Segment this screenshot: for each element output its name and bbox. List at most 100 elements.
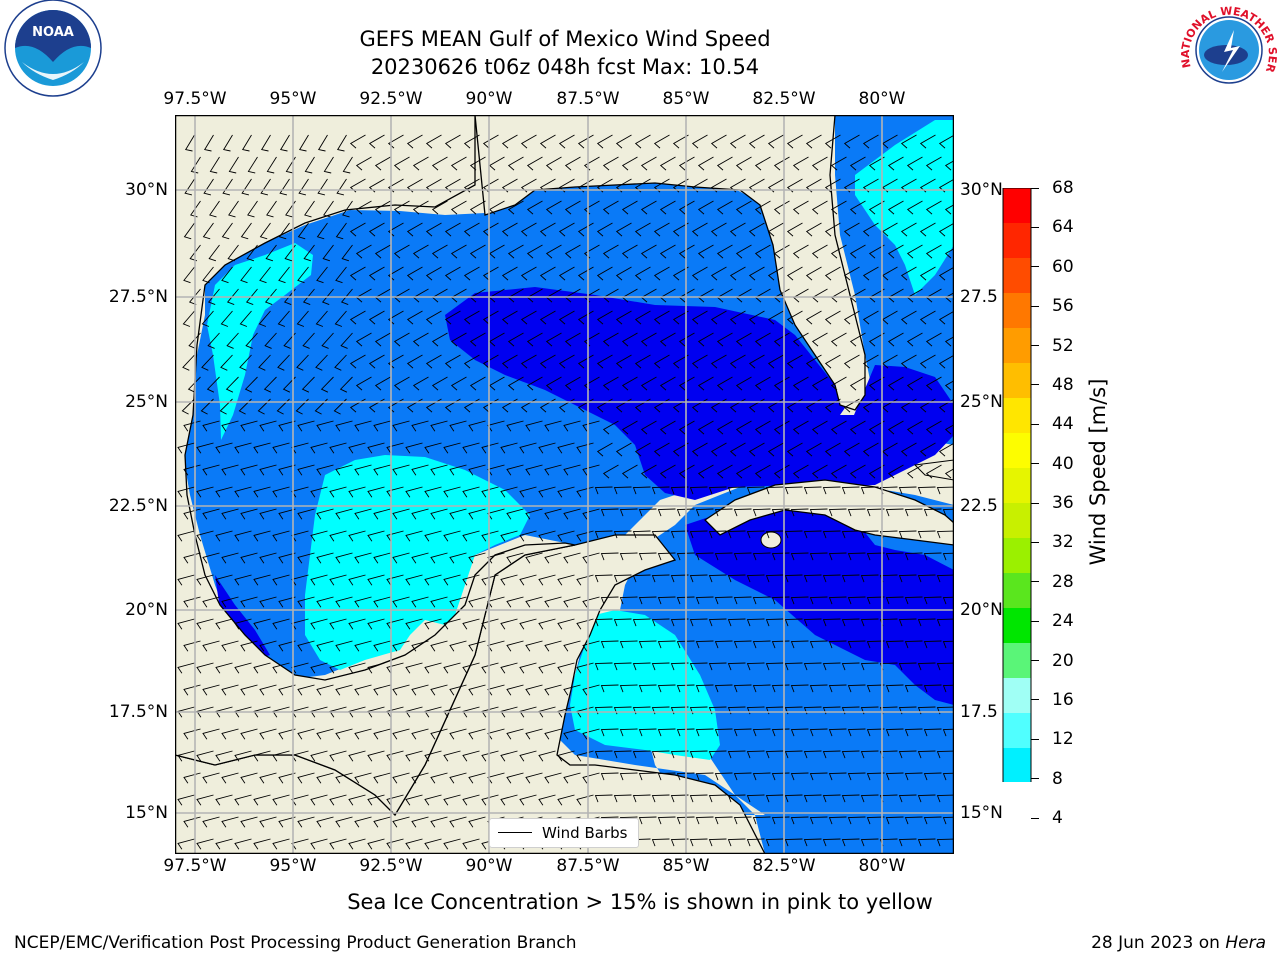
wind-barb <box>335 816 353 828</box>
wind-barb <box>638 596 657 605</box>
wind-barb <box>310 486 328 498</box>
wind-barb <box>811 332 828 347</box>
wind-barb <box>582 772 600 784</box>
wind-barb <box>411 816 429 828</box>
colorbar-segment <box>1003 293 1031 328</box>
wind-barb <box>885 728 904 737</box>
wind-barb <box>221 222 233 240</box>
wind-barb <box>860 486 879 495</box>
wind-barb <box>506 728 524 740</box>
wind-barb <box>354 508 372 520</box>
wind-barb <box>368 266 385 281</box>
wind-barb <box>215 838 233 850</box>
wind-barb <box>809 596 828 605</box>
wind-barb <box>596 354 613 369</box>
wind-barb <box>822 794 841 803</box>
wind-barb <box>276 398 290 415</box>
wind-barb <box>207 288 220 306</box>
wind-barb <box>526 244 543 259</box>
wind-barb <box>830 464 847 479</box>
wind-barb <box>450 244 467 259</box>
wind-barb <box>602 332 619 347</box>
wind-barb <box>752 596 771 605</box>
wind-barb <box>746 574 765 583</box>
wind-barb <box>925 244 942 259</box>
lat-tick-left: 15°N <box>125 803 168 823</box>
wind-barb <box>310 530 328 542</box>
wind-barb <box>792 464 809 479</box>
wind-barb <box>386 662 404 674</box>
wind-barb <box>329 574 347 586</box>
wind-barb <box>672 266 689 281</box>
wind-barb <box>449 420 467 432</box>
wind-barb <box>525 640 543 652</box>
wind-barb <box>621 420 638 435</box>
wind-barb <box>411 640 429 652</box>
wind-barb <box>830 420 847 435</box>
lon-tick-top: 85°W <box>662 89 710 109</box>
wind-barb <box>430 728 448 740</box>
wind-barb <box>386 838 404 850</box>
lat-tick-left: 27.5°N <box>108 287 168 307</box>
wind-barb <box>822 838 841 847</box>
colorbar-tick-label: 28 <box>1052 571 1074 592</box>
wind-barb <box>906 156 923 171</box>
wind-barb <box>866 508 885 517</box>
wind-barb <box>209 200 220 218</box>
wind-barb <box>462 662 480 674</box>
wind-barb <box>563 728 581 740</box>
wind-barb <box>520 266 537 281</box>
colorbar-tick-mark <box>1031 305 1039 307</box>
wind-barb <box>507 376 524 391</box>
wind-barb <box>544 464 562 476</box>
wind-barb <box>792 200 809 215</box>
wind-barb <box>803 838 822 847</box>
wind-barb <box>284 244 296 262</box>
lat-tick-left: 20°N <box>125 600 168 620</box>
wind-barb <box>278 596 296 608</box>
bahamas-land <box>913 459 954 481</box>
wind-barb <box>241 134 252 152</box>
wind-barb <box>424 662 442 674</box>
wind-barb <box>238 398 252 415</box>
wind-barb <box>634 310 651 325</box>
wind-barb <box>316 772 334 784</box>
wind-barb <box>746 530 765 539</box>
wind-barb <box>828 772 847 781</box>
wind-barb <box>733 596 752 605</box>
wind-barb <box>202 728 220 740</box>
wind-barb <box>348 574 366 586</box>
wind-barb <box>651 662 670 671</box>
wind-barb <box>792 376 809 391</box>
colorbar-tick-label: 68 <box>1052 178 1074 198</box>
wind-barb <box>468 464 486 476</box>
wind-barb <box>253 442 271 454</box>
wind-barb <box>411 684 429 696</box>
lat-tick-right: 25°N <box>960 392 1003 412</box>
colorbar-segment <box>1003 363 1031 398</box>
colorbar-segment <box>1003 643 1031 678</box>
wind-barb <box>790 640 809 649</box>
wind-barb <box>482 222 499 237</box>
wind-barb <box>539 310 556 325</box>
wind-barb <box>487 684 505 696</box>
wind-barb <box>733 728 752 737</box>
wind-barb <box>341 244 353 262</box>
wind-barb <box>659 376 676 391</box>
wind-barb <box>367 662 385 674</box>
wind-barb <box>487 596 505 608</box>
wind-barb <box>792 420 809 435</box>
wind-barb <box>392 684 410 696</box>
wind-barb <box>906 332 923 347</box>
wind-barb <box>904 596 923 605</box>
wind-barb <box>678 156 695 171</box>
wind-barb <box>260 134 271 152</box>
wind-barb <box>600 640 619 649</box>
wind-barb <box>297 816 315 828</box>
colorbar-tick-label: 20 <box>1052 650 1074 671</box>
wind-barb <box>860 794 879 803</box>
wind-barb <box>507 156 524 171</box>
wind-barb <box>405 750 423 762</box>
wind-barb <box>234 574 252 586</box>
wind-barb <box>431 332 448 347</box>
